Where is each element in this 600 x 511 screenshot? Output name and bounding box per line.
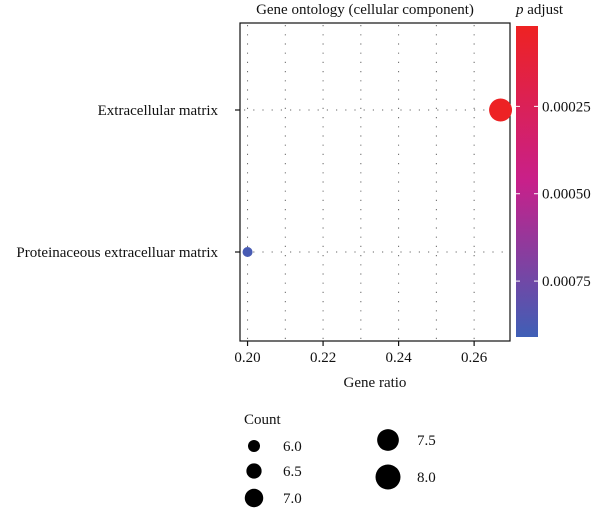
- colorbar-title-italic: p: [515, 2, 524, 18]
- y-axis: Extracellular matrix Proteinaceous extrac…: [16, 103, 240, 261]
- x-tick-label: 0.24: [385, 350, 412, 366]
- plot-title: Gene ontology (cellular component): [256, 2, 474, 18]
- colorbar-tick-label: 0.00025: [542, 99, 591, 115]
- colorbar: [516, 26, 538, 337]
- size-legend-label: 7.0: [283, 491, 302, 507]
- size-legend-label: 6.5: [283, 464, 302, 480]
- x-tick-label: 0.26: [461, 350, 488, 366]
- x-tick-label: 0.22: [310, 350, 336, 366]
- colorbar-title: p adjust: [515, 2, 564, 18]
- size-legend-key: [246, 463, 262, 479]
- x-tick-label: 0.20: [234, 350, 260, 366]
- size-legend-label: 7.5: [417, 433, 436, 449]
- data-point: [242, 247, 253, 257]
- size-legend-label: 6.0: [283, 439, 302, 455]
- size-legend-key: [377, 429, 399, 451]
- colorbar-title-rest: adjust: [524, 2, 564, 18]
- data-point: [489, 98, 513, 122]
- colorbar-tick-label: 0.00050: [542, 187, 591, 203]
- y-tick-label: Extracellular matrix: [98, 103, 219, 119]
- points-layer: [242, 98, 513, 257]
- size-legend-key: [248, 440, 260, 452]
- x-axis: 0.20 0.22 0.24 0.26: [234, 341, 488, 366]
- y-tick-label: Proteinaceous extracelluar matrix: [16, 245, 218, 261]
- size-legend-key: [375, 464, 401, 490]
- plot-panel: [239, 22, 511, 342]
- x-axis-title: Gene ratio: [344, 375, 407, 391]
- grid-layer: [244, 25, 506, 339]
- colorbar-tick-label: 0.00075: [542, 274, 591, 290]
- colorbar-ticks: 0.00025 0.00050 0.00075: [516, 99, 591, 290]
- size-legend-key: [244, 488, 264, 508]
- size-legend-label: 8.0: [417, 470, 436, 486]
- size-legend-title: Count: [244, 412, 282, 428]
- size-legend: 6.0 6.5 7.0 7.5 8.0: [244, 429, 436, 508]
